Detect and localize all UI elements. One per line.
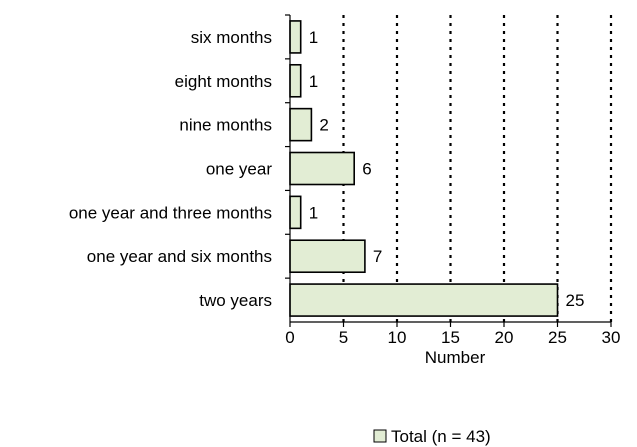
data-label: 1 (309, 28, 318, 47)
data-label: 25 (566, 291, 585, 310)
bar (289, 20, 302, 54)
data-label: 2 (319, 116, 328, 135)
x-tick-label: 25 (548, 328, 567, 347)
grid-lines (342, 15, 613, 322)
x-tick-label: 5 (339, 328, 348, 347)
category-label: one year (206, 160, 272, 179)
bar (289, 195, 302, 230)
bar (289, 283, 559, 317)
category-label: nine months (179, 116, 272, 135)
bar (289, 63, 302, 98)
x-tick-label: 20 (495, 328, 514, 347)
bars (289, 20, 559, 317)
legend-label: Total (n = 43) (391, 427, 491, 446)
bar (289, 151, 355, 186)
data-label: 1 (309, 203, 318, 222)
axes (285, 14, 612, 327)
category-label: one year and six months (87, 247, 272, 266)
data-label: 7 (373, 247, 382, 266)
category-label: six months (191, 28, 272, 47)
legend-swatch (373, 429, 387, 443)
legend: Total (n = 43) (373, 427, 491, 446)
category-label: eight months (175, 72, 272, 91)
category-label: one year and three months (69, 203, 272, 222)
bar (289, 239, 366, 274)
x-tick-label: 15 (441, 328, 460, 347)
data-label: 6 (362, 160, 371, 179)
category-label: two years (199, 291, 272, 310)
data-label: 1 (309, 72, 318, 91)
bar (289, 107, 313, 142)
x-axis-title: Number (425, 348, 486, 367)
x-tick-label: 10 (388, 328, 407, 347)
x-tick-label: 30 (602, 328, 621, 347)
labels: 1 six months 1 eight months 2 nine months 6 one… (69, 28, 621, 347)
x-tick-label: 0 (285, 328, 294, 347)
